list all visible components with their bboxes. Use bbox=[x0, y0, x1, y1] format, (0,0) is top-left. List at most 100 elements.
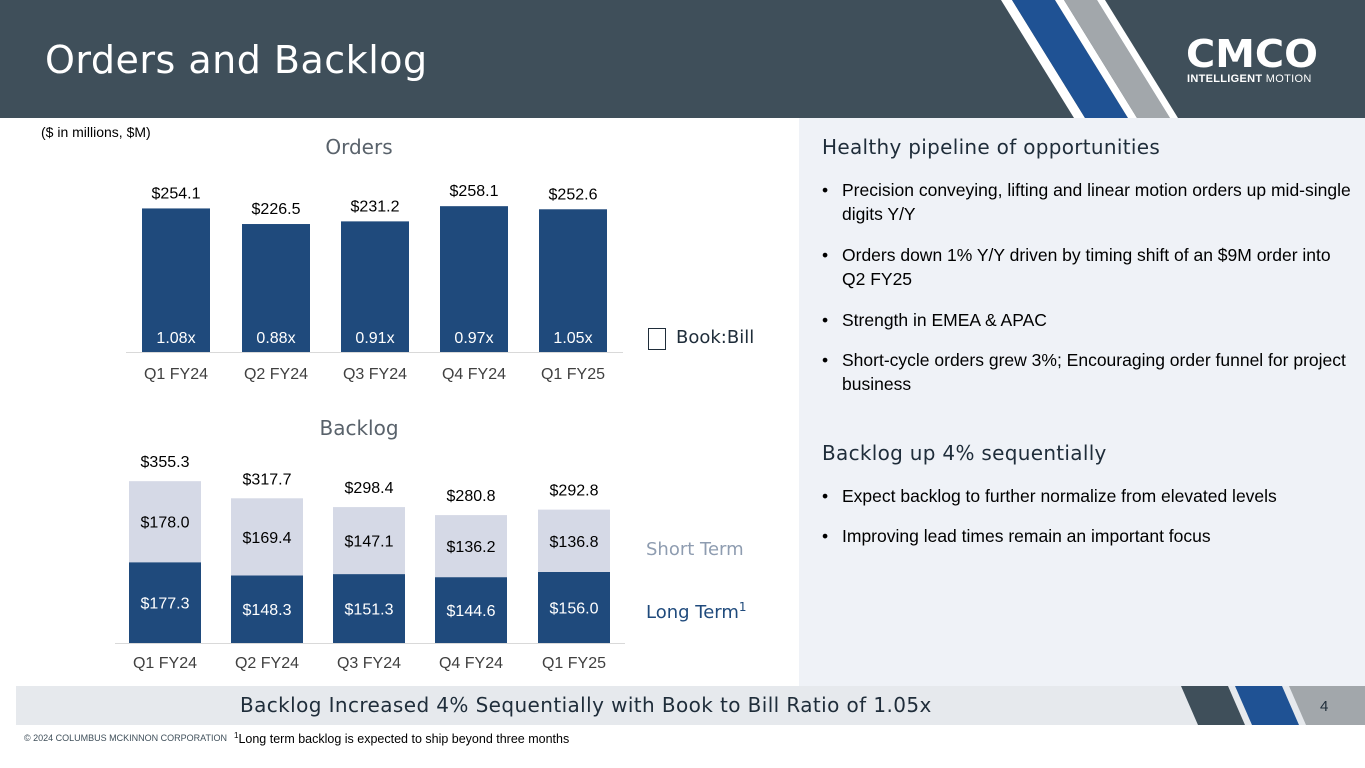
long-term-value-label: $148.3 bbox=[243, 602, 292, 619]
pipeline-bullet: • Strength in EMEA & APAC bbox=[822, 308, 1357, 332]
orders-bar bbox=[242, 224, 310, 352]
backlog-category-label: Q1 FY25 bbox=[542, 655, 606, 672]
orders-bar bbox=[341, 221, 409, 352]
long-term-value-label: $156.0 bbox=[550, 600, 599, 617]
header-stripes bbox=[1001, 0, 1178, 118]
pipeline-heading: Healthy pipeline of opportunities bbox=[822, 135, 1161, 159]
banner-stripe-blue bbox=[1235, 686, 1299, 725]
orders-value-label: $231.2 bbox=[351, 198, 400, 215]
book-bill-label: 0.91x bbox=[355, 330, 394, 347]
footnote-mark: 1 bbox=[234, 731, 239, 740]
backlog-heading: Backlog up 4% sequentially bbox=[822, 441, 1107, 465]
orders-category-label: Q4 FY24 bbox=[442, 366, 506, 383]
pipeline-bullet: • Precision conveying, lifting and linear… bbox=[822, 178, 1357, 226]
orders-value-label: $254.1 bbox=[152, 185, 201, 202]
backlog-total-label: $355.3 bbox=[141, 454, 190, 471]
short-term-bar bbox=[538, 509, 610, 572]
pipeline-bullet: • Short-cycle orders grew 3%; Encouraging… bbox=[822, 348, 1357, 396]
footnote-text: Long term backlog is expected to ship be… bbox=[238, 732, 570, 747]
long-term-bar bbox=[231, 575, 303, 643]
backlog-category-label: Q2 FY24 bbox=[235, 655, 299, 672]
bullet-dot: • bbox=[822, 310, 829, 330]
book-bill-label: 0.88x bbox=[256, 330, 295, 347]
backlog-bullet: • Improving lead times remain an importan… bbox=[822, 524, 1357, 548]
long-term-legend: Long Term1 bbox=[646, 600, 747, 623]
short-term-bar bbox=[435, 515, 507, 578]
backlog-total-label: $298.4 bbox=[345, 480, 394, 497]
orders-category-label: Q1 FY25 bbox=[541, 366, 605, 383]
long-term-value-label: $151.3 bbox=[345, 602, 394, 619]
logo-text: CMCO bbox=[1186, 32, 1318, 72]
orders-category-label: Q1 FY24 bbox=[144, 366, 208, 383]
orders-chart-title: Orders bbox=[325, 135, 392, 159]
bullet-text: Expect backlog to further normalize from… bbox=[842, 486, 1277, 506]
backlog-total-label: $280.8 bbox=[447, 488, 496, 505]
long-term-bar bbox=[435, 577, 507, 643]
stripe-white-2 bbox=[1055, 0, 1137, 118]
orders-bar bbox=[440, 206, 508, 352]
page-number: 4 bbox=[1320, 698, 1329, 715]
page-title: Orders and Backlog bbox=[45, 38, 428, 82]
stripe-gray bbox=[1064, 0, 1170, 118]
backlog-total-label: $292.8 bbox=[550, 483, 599, 500]
short-term-bar bbox=[129, 481, 201, 563]
stripe-white-1 bbox=[1001, 0, 1085, 118]
bullet-text: Short-cycle orders grew 3%; Encouraging … bbox=[842, 350, 1346, 394]
book-bill-legend-box bbox=[648, 328, 666, 350]
charts-canvas: Orders $254.1 1.08x Q1 FY24 $226.5 0.88x Q2 FY… bbox=[115, 135, 625, 672]
short-term-value-label: $147.1 bbox=[345, 534, 394, 551]
copyright: © 2024 COLUMBUS MCKINNON CORPORATION bbox=[24, 733, 227, 743]
banner-stripes bbox=[1181, 686, 1365, 725]
backlog-category-label: Q1 FY24 bbox=[133, 655, 197, 672]
short-term-value-label: $169.4 bbox=[243, 530, 292, 547]
bullet-dot: • bbox=[822, 486, 829, 506]
commentary-panel: Healthy pipeline of opportunities • Preci… bbox=[799, 118, 1365, 686]
logo-tagline-light: MOTION bbox=[1265, 73, 1312, 85]
bullet-text: Orders down 1% Y/Y driven by timing shif… bbox=[842, 245, 1331, 289]
bullet-dot: • bbox=[822, 180, 829, 200]
orders-value-label: $252.6 bbox=[549, 186, 598, 203]
logo: CMCO bbox=[1186, 32, 1318, 72]
orders-chart: Orders $254.1 1.08x Q1 FY24 $226.5 0.88x Q2 FY… bbox=[126, 135, 623, 383]
banner-stripe-dark bbox=[1181, 686, 1245, 725]
long-term-bar bbox=[538, 571, 610, 643]
book-bill-legend-label: Book:Bill bbox=[676, 327, 755, 348]
long-term-value-label: $177.3 bbox=[141, 596, 190, 613]
short-term-bar bbox=[333, 507, 405, 575]
banner-stripe-gray bbox=[1289, 686, 1365, 725]
book-bill-label: 0.97x bbox=[454, 330, 493, 347]
orders-category-label: Q3 FY24 bbox=[343, 366, 407, 383]
long-term-bar bbox=[333, 574, 405, 643]
book-bill-label: 1.08x bbox=[156, 330, 195, 347]
summary-banner: Backlog Increased 4% Sequentially with B… bbox=[16, 686, 1365, 725]
long-term-bar bbox=[129, 562, 201, 643]
orders-value-label: $226.5 bbox=[252, 201, 301, 218]
orders-bar bbox=[539, 209, 607, 352]
bullet-dot: • bbox=[822, 245, 829, 265]
long-term-value-label: $144.6 bbox=[447, 603, 496, 620]
footnote: 1Long term backlog is expected to ship b… bbox=[234, 731, 569, 746]
units-note: ($ in millions, $M) bbox=[41, 124, 151, 140]
backlog-chart: Backlog $177.3 $178.0 $355.3 Q1 FY24 $148.3 $1… bbox=[115, 416, 625, 672]
pipeline-bullet: • Orders down 1% Y/Y driven by timing shi… bbox=[822, 243, 1357, 291]
backlog-category-label: Q3 FY24 bbox=[337, 655, 401, 672]
backlog-category-label: Q4 FY24 bbox=[439, 655, 503, 672]
orders-value-label: $258.1 bbox=[450, 183, 499, 200]
short-term-value-label: $136.8 bbox=[550, 534, 599, 551]
stripe-white-3 bbox=[1097, 0, 1178, 118]
backlog-chart-title: Backlog bbox=[319, 416, 398, 440]
short-term-legend: Short Term bbox=[646, 539, 744, 560]
summary-banner-text: Backlog Increased 4% Sequentially with B… bbox=[240, 693, 932, 717]
long-term-footnote-mark: 1 bbox=[738, 600, 747, 614]
logo-tagline-bold: INTELLIGENT bbox=[1187, 73, 1263, 85]
orders-bar bbox=[142, 208, 210, 352]
bullet-dot: • bbox=[822, 526, 829, 546]
bullet-text: Improving lead times remain an important… bbox=[842, 526, 1211, 546]
backlog-bullet: • Expect backlog to further normalize fro… bbox=[822, 484, 1357, 508]
logo-tagline: INTELLIGENT MOTION bbox=[1187, 73, 1312, 85]
book-bill-label: 1.05x bbox=[553, 330, 592, 347]
long-term-legend-label: Long Term bbox=[646, 602, 739, 623]
bullet-dot: • bbox=[822, 350, 829, 370]
short-term-bar bbox=[231, 498, 303, 576]
